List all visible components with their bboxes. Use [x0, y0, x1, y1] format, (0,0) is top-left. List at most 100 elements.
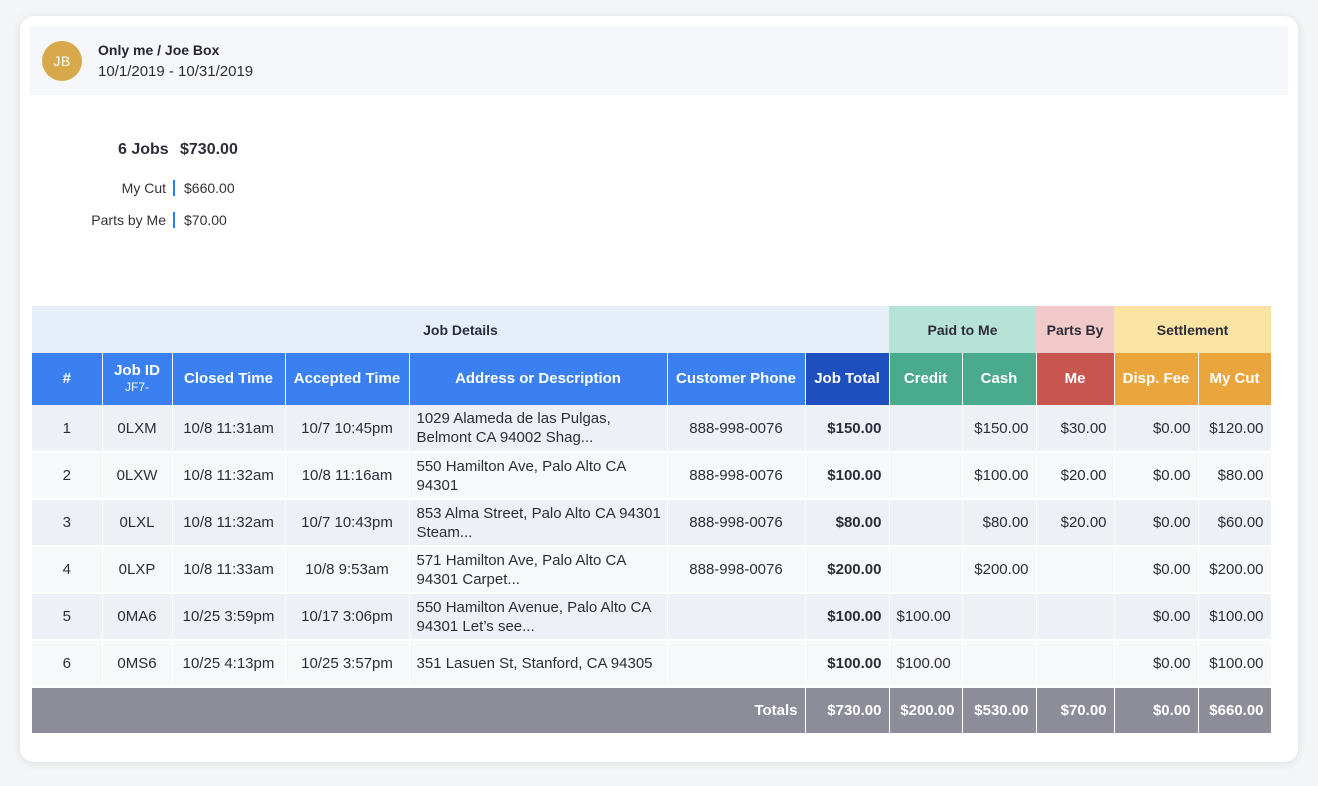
cell-number: 3	[32, 499, 103, 547]
cell-job-id[interactable]: 0LXP	[102, 546, 173, 594]
cell-my-cut: $200.00	[1198, 546, 1272, 594]
cell-cash: $150.00	[962, 405, 1037, 453]
cell-job-total: $100.00	[805, 452, 890, 500]
col-header-cash[interactable]: Cash	[962, 353, 1037, 405]
totals-cash: $530.00	[962, 687, 1037, 733]
table-row[interactable]: 4 0LXP 10/8 11:33am 10/8 9:53am 571 Hami…	[32, 546, 1272, 594]
cell-disp-fee: $0.00	[1114, 546, 1199, 594]
group-job-details: Job Details	[32, 306, 889, 353]
col-header-job-id-label: Job ID	[114, 362, 160, 379]
cell-my-cut: $120.00	[1198, 405, 1272, 453]
summary-divider	[173, 212, 175, 228]
cell-accepted-time: 10/17 3:06pm	[285, 593, 410, 641]
cell-number: 4	[32, 546, 103, 594]
cell-job-id[interactable]: 0LXM	[102, 405, 173, 453]
cell-address: 1029 Alameda de las Pulgas, Belmont CA 9…	[409, 405, 668, 453]
cell-phone: 888-998-0076	[667, 452, 806, 500]
cell-address: 550 Hamilton Avenue, Palo Alto CA 94301 …	[409, 593, 668, 641]
cell-parts-me: $20.00	[1036, 499, 1115, 547]
group-parts-by: Parts By	[1036, 306, 1115, 353]
col-header-credit[interactable]: Credit	[889, 353, 963, 405]
cell-credit	[889, 499, 963, 547]
cell-disp-fee: $0.00	[1114, 405, 1199, 453]
col-header-number[interactable]: #	[32, 353, 103, 405]
cell-cash: $200.00	[962, 546, 1037, 594]
col-header-accepted-time[interactable]: Accepted Time	[285, 353, 410, 405]
cell-phone	[667, 640, 806, 688]
cell-my-cut: $100.00	[1198, 640, 1272, 688]
user-avatar: JB	[42, 41, 82, 81]
col-header-job-id-prefix: JF7-	[125, 380, 149, 394]
summary-my-cut-label: My Cut	[121, 180, 166, 196]
cell-job-id[interactable]: 0MS6	[102, 640, 173, 688]
cell-phone: 888-998-0076	[667, 499, 806, 547]
cell-parts-me: $30.00	[1036, 405, 1115, 453]
summary-parts-label: Parts by Me	[91, 212, 166, 228]
report-card: JB Only me / Joe Box 10/1/2019 - 10/31/2…	[20, 16, 1298, 762]
cell-credit: $100.00	[889, 640, 963, 688]
cell-my-cut: $80.00	[1198, 452, 1272, 500]
col-header-closed-time[interactable]: Closed Time	[172, 353, 286, 405]
table-row[interactable]: 3 0LXL 10/8 11:32am 10/7 10:43pm 853 Alm…	[32, 499, 1272, 547]
cell-job-id[interactable]: 0MA6	[102, 593, 173, 641]
cell-closed-time: 10/8 11:33am	[172, 546, 286, 594]
cell-job-total: $150.00	[805, 405, 890, 453]
col-header-disp-fee[interactable]: Disp. Fee	[1114, 353, 1199, 405]
report-date-range: 10/1/2019 - 10/31/2019	[98, 63, 254, 80]
cell-job-id[interactable]: 0LXL	[102, 499, 173, 547]
table-row[interactable]: 1 0LXM 10/8 11:31am 10/7 10:45pm 1029 Al…	[32, 405, 1272, 453]
cell-closed-time: 10/25 4:13pm	[172, 640, 286, 688]
cell-my-cut: $100.00	[1198, 593, 1272, 641]
col-header-parts-me[interactable]: Me	[1036, 353, 1115, 405]
summary-parts-value: $70.00	[184, 212, 227, 228]
cell-disp-fee: $0.00	[1114, 640, 1199, 688]
col-header-job-id[interactable]: Job ID JF7-	[102, 353, 173, 405]
cell-address: 351 Lasuen St, Stanford, CA 94305	[409, 640, 668, 688]
cell-credit	[889, 546, 963, 594]
cell-number: 2	[32, 452, 103, 500]
cell-accepted-time: 10/8 11:16am	[285, 452, 410, 500]
cell-job-total: $100.00	[805, 593, 890, 641]
totals-row: Totals $730.00 $200.00 $530.00 $70.00 $0…	[32, 687, 1272, 733]
group-paid-to-me: Paid to Me	[889, 306, 1037, 353]
cell-closed-time: 10/8 11:32am	[172, 452, 286, 500]
report-owner-title: Only me / Joe Box	[98, 42, 220, 58]
table-row[interactable]: 6 0MS6 10/25 4:13pm 10/25 3:57pm 351 Las…	[32, 640, 1272, 688]
totals-my-cut: $660.00	[1198, 687, 1272, 733]
cell-job-id[interactable]: 0LXW	[102, 452, 173, 500]
table-row[interactable]: 2 0LXW 10/8 11:32am 10/8 11:16am 550 Ham…	[32, 452, 1272, 500]
cell-address: 550 Hamilton Ave, Palo Alto CA 94301	[409, 452, 668, 500]
cell-closed-time: 10/8 11:31am	[172, 405, 286, 453]
summary-total: $730.00	[180, 141, 238, 158]
cell-disp-fee: $0.00	[1114, 499, 1199, 547]
cell-accepted-time: 10/7 10:43pm	[285, 499, 410, 547]
cell-job-total: $80.00	[805, 499, 890, 547]
totals-credit: $200.00	[889, 687, 963, 733]
report-header: JB Only me / Joe Box 10/1/2019 - 10/31/2…	[30, 26, 1288, 95]
cell-parts-me	[1036, 640, 1115, 688]
totals-parts-me: $70.00	[1036, 687, 1115, 733]
totals-job-total: $730.00	[805, 687, 890, 733]
cell-credit: $100.00	[889, 593, 963, 641]
cell-address: 571 Hamilton Ave, Palo Alto CA 94301 Car…	[409, 546, 668, 594]
cell-job-total: $200.00	[805, 546, 890, 594]
jobs-table: Job Details Paid to Me Parts By Settleme…	[32, 306, 1272, 733]
cell-accepted-time: 10/25 3:57pm	[285, 640, 410, 688]
cell-closed-time: 10/25 3:59pm	[172, 593, 286, 641]
table-row[interactable]: 5 0MA6 10/25 3:59pm 10/17 3:06pm 550 Ham…	[32, 593, 1272, 641]
cell-number: 6	[32, 640, 103, 688]
cell-disp-fee: $0.00	[1114, 593, 1199, 641]
cell-cash	[962, 640, 1037, 688]
cell-closed-time: 10/8 11:32am	[172, 499, 286, 547]
cell-credit	[889, 405, 963, 453]
group-settlement: Settlement	[1114, 306, 1272, 353]
cell-number: 5	[32, 593, 103, 641]
col-header-job-total[interactable]: Job Total	[805, 353, 890, 405]
col-header-phone[interactable]: Customer Phone	[667, 353, 806, 405]
cell-my-cut: $60.00	[1198, 499, 1272, 547]
col-header-my-cut[interactable]: My Cut	[1198, 353, 1272, 405]
summary-divider	[173, 180, 175, 196]
totals-disp-fee: $0.00	[1114, 687, 1199, 733]
cell-parts-me	[1036, 546, 1115, 594]
col-header-address[interactable]: Address or Description	[409, 353, 668, 405]
